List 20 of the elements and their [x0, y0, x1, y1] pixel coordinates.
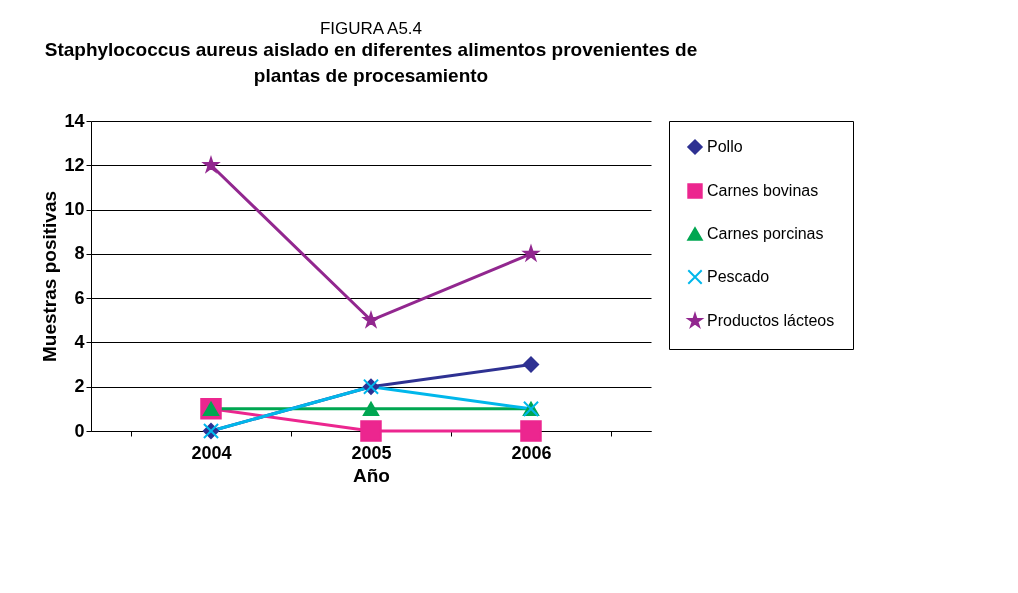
legend-label: Pescado: [707, 268, 770, 285]
y-tick-label: 2: [74, 376, 85, 397]
chart-subtitle: Staphylococcus aureus aislado en diferentes alimentos provenientes de plantas de procesamiento: [44, 39, 698, 86]
legend-label: Carnes bovinas: [707, 182, 819, 199]
y-tick-label: 6: [74, 287, 85, 308]
x-tick-label: 2004: [191, 442, 232, 463]
x-tick-label: 2005: [351, 442, 392, 463]
legend-label: Productos lácteos: [707, 312, 835, 329]
x-axis-title: Año: [353, 464, 390, 486]
y-tick-label: 8: [74, 243, 85, 264]
y-tick-label: 10: [64, 199, 85, 220]
y-tick-label: 0: [74, 420, 85, 441]
y-tick-label: 4: [74, 331, 85, 352]
x-tick-label: 2006: [511, 442, 552, 463]
y-tick-label: 14: [64, 110, 85, 131]
y-axis-title: Muestras positivas: [39, 190, 61, 363]
legend-label: Pollo: [707, 138, 743, 155]
legend-label: Carnes porcinas: [707, 225, 824, 242]
y-tick-label: 12: [64, 154, 85, 175]
chart-title: FIGURA A5.4: [319, 19, 423, 38]
